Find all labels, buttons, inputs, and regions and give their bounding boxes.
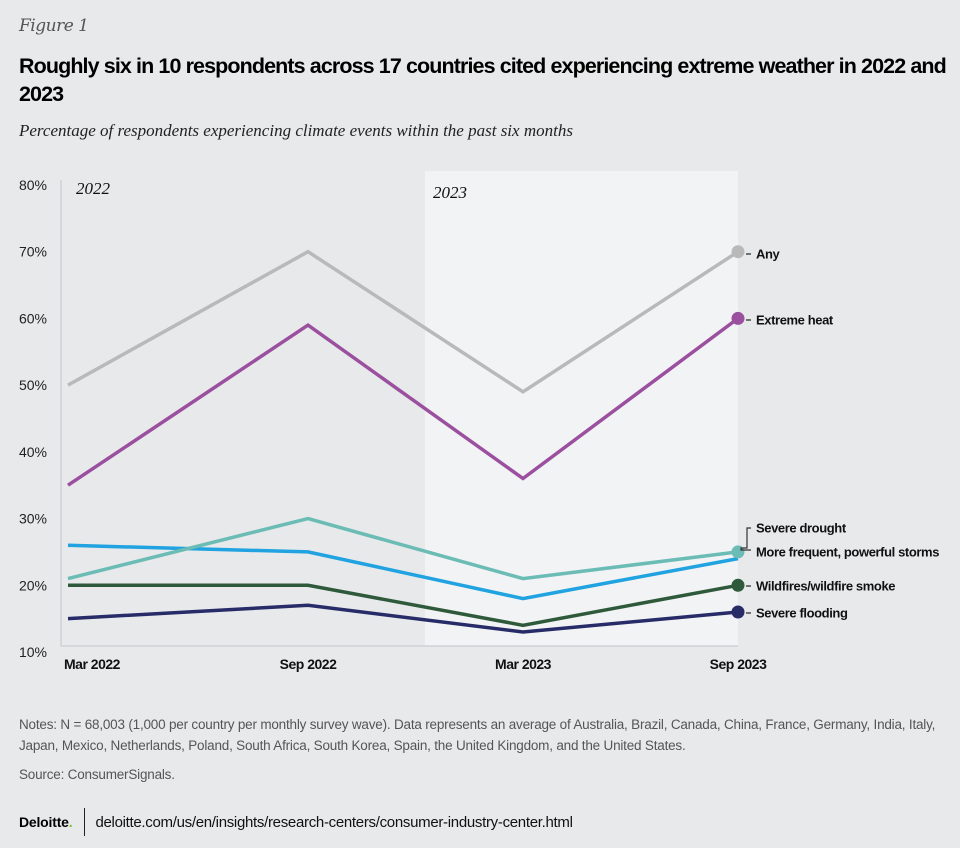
series-label-flooding: Severe flooding xyxy=(756,606,848,621)
y-tick-label: 10% xyxy=(19,644,47,660)
footer-divider xyxy=(84,808,86,836)
series-label-storms: More frequent, powerful storms xyxy=(756,545,939,560)
series-label-wildfires: Wildfires/wildfire smoke xyxy=(756,579,895,594)
series-label-extreme_heat: Extreme heat xyxy=(756,313,834,328)
series-end-marker-flooding xyxy=(731,605,745,619)
period-label-2022: 2022 xyxy=(76,179,111,198)
notes: Notes: N = 68,003 (1,000 per country per… xyxy=(19,717,936,753)
y-tick-label: 80% xyxy=(19,177,47,193)
y-tick-label: 50% xyxy=(19,377,47,393)
deloitte-logo: Deloitte. xyxy=(19,814,73,830)
series-line-flooding xyxy=(67,603,739,634)
chart-subtitle: Percentage of respondents experiencing c… xyxy=(19,121,573,140)
series-end-marker-extreme_heat xyxy=(731,311,745,325)
series-lines xyxy=(67,249,740,634)
y-tick-label: 20% xyxy=(19,577,47,593)
line-chart: 10% 20% 30% 40% 50% 60% 70% 80% Mar 2022 Sep 202… xyxy=(19,171,940,672)
series-line-severe_drought xyxy=(67,516,739,581)
y-tick-label: 60% xyxy=(19,310,47,326)
logo-text: Deloitte xyxy=(19,814,69,830)
series-line-any xyxy=(67,249,739,394)
series-end-marker-wildfires xyxy=(731,578,745,592)
chart-title: Roughly six in 10 respondents across 17 … xyxy=(19,54,947,106)
series-label-any: Any xyxy=(756,247,781,262)
highlight-band-2023 xyxy=(425,171,738,646)
footer-url[interactable]: deloitte.com/us/en/insights/research-cen… xyxy=(95,813,573,831)
x-tick-labels: Mar 2022 Sep 2022 Mar 2023 Sep 2023 xyxy=(64,656,768,672)
footer: Deloitte. deloitte.com/us/en/insights/re… xyxy=(19,808,573,836)
label-bracket xyxy=(740,527,751,551)
figure-label: Figure 1 xyxy=(19,16,89,36)
x-tick-label: Sep 2022 xyxy=(280,656,337,672)
series-labels: Any Extreme heat Severe drought More freque… xyxy=(740,247,940,621)
y-tick-label: 40% xyxy=(19,444,47,460)
series-line-extreme_heat xyxy=(67,316,740,487)
source: Source: ConsumerSignals. xyxy=(19,767,175,782)
series-end-marker-any xyxy=(731,245,745,259)
series-markers xyxy=(731,245,745,619)
x-tick-label: Sep 2023 xyxy=(710,656,767,672)
series-line-wildfires xyxy=(68,583,739,628)
period-label-2023: 2023 xyxy=(433,183,467,202)
series-label-severe_drought: Severe drought xyxy=(756,521,847,536)
series-end-marker-severe_drought xyxy=(731,545,745,559)
x-tick-label: Mar 2022 xyxy=(64,656,121,672)
x-tick-label: Mar 2023 xyxy=(495,656,552,672)
y-tick-label: 30% xyxy=(19,511,47,527)
y-tick-labels: 10% 20% 30% 40% 50% 60% 70% 80% xyxy=(19,177,47,660)
y-tick-label: 70% xyxy=(19,244,47,260)
logo-dot: . xyxy=(68,814,73,830)
